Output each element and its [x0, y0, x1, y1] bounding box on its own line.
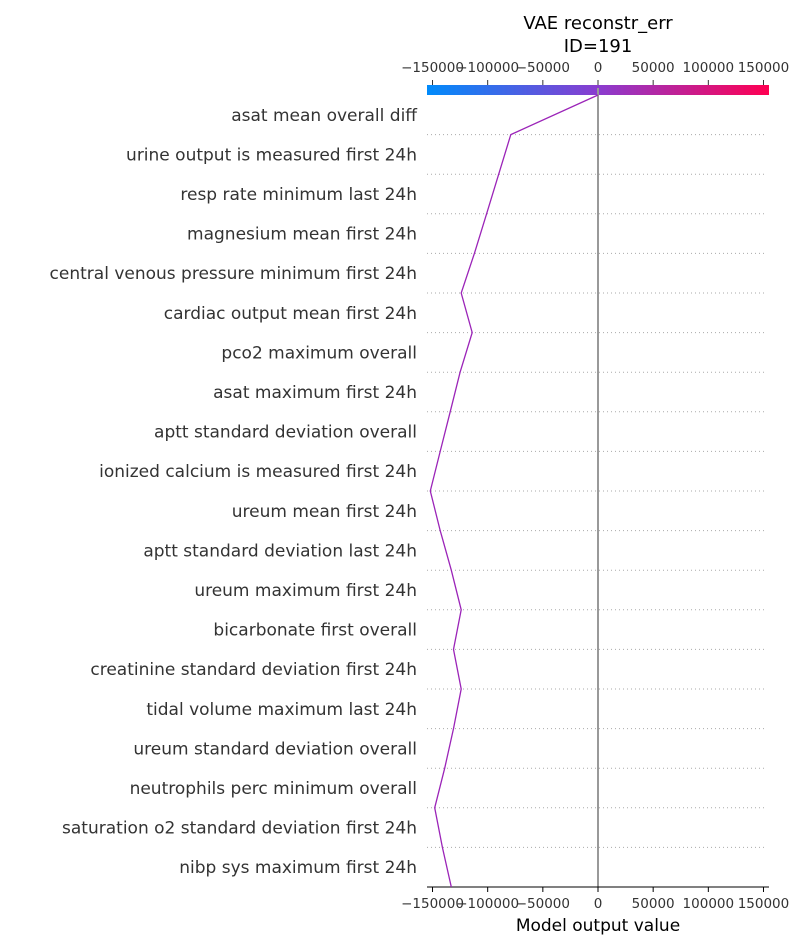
feature-label: pco2 maximum overall [221, 343, 417, 363]
colorbar-tick-label: −150000 [401, 60, 464, 76]
feature-label: saturation o2 standard deviation first 2… [62, 819, 417, 839]
feature-label: aptt standard deviation last 24h [143, 541, 417, 561]
decision-path [429, 94, 599, 888]
colorbar-tick-label: 0 [594, 60, 603, 76]
x-tick-label: 150000 [738, 896, 790, 912]
colorbar-tick-label: 100000 [683, 60, 735, 76]
colorbar-tick-label: −50000 [516, 60, 570, 76]
feature-label: tidal volume maximum last 24h [146, 700, 417, 720]
feature-labels: asat mean overall diff urine output is me… [50, 106, 419, 878]
x-tick-label: 0 [594, 896, 603, 912]
feature-label: asat maximum first 24h [213, 383, 417, 403]
colorbar-ticks: −150000−100000−50000 0 50000 100000 150000 [401, 60, 789, 85]
feature-label: resp rate minimum last 24h [180, 185, 417, 205]
feature-label: neutrophils perc minimum overall [130, 779, 417, 799]
feature-label: creatinine standard deviation first 24h [90, 660, 417, 680]
feature-label: ureum maximum first 24h [194, 581, 417, 601]
x-tick-label: −100000 [456, 896, 519, 912]
feature-label: aptt standard deviation overall [154, 423, 417, 443]
colorbar-tick-label: −100000 [456, 60, 519, 76]
colorbar-tick-label: 150000 [738, 60, 790, 76]
feature-label: urine output is measured first 24h [126, 145, 417, 165]
x-tick-label: −150000 [401, 896, 464, 912]
chart-subtitle: ID=191 [564, 36, 633, 57]
feature-label: central venous pressure minimum first 24… [50, 264, 417, 284]
feature-label: asat mean overall diff [231, 106, 418, 126]
feature-label: magnesium mean first 24h [187, 225, 417, 245]
feature-label: bicarbonate first overall [213, 621, 417, 641]
x-tick-label: −50000 [516, 896, 570, 912]
chart-title: VAE reconstr_err [523, 13, 673, 34]
colorbar-tick-label: 50000 [632, 60, 675, 76]
x-axis-label: Model output value [516, 916, 680, 936]
x-tick-label: 50000 [632, 896, 675, 912]
feature-label: ureum standard deviation overall [133, 739, 417, 759]
feature-label: nibp sys maximum first 24h [179, 858, 417, 878]
x-axis-ticks: −150000−100000−50000 0 50000 100000 150000 [401, 887, 789, 912]
feature-label: cardiac output mean first 24h [164, 304, 417, 324]
feature-label: ionized calcium is measured first 24h [99, 462, 417, 482]
feature-label: ureum mean first 24h [232, 502, 417, 522]
feature-grid [427, 134, 767, 848]
x-tick-label: 100000 [683, 896, 735, 912]
